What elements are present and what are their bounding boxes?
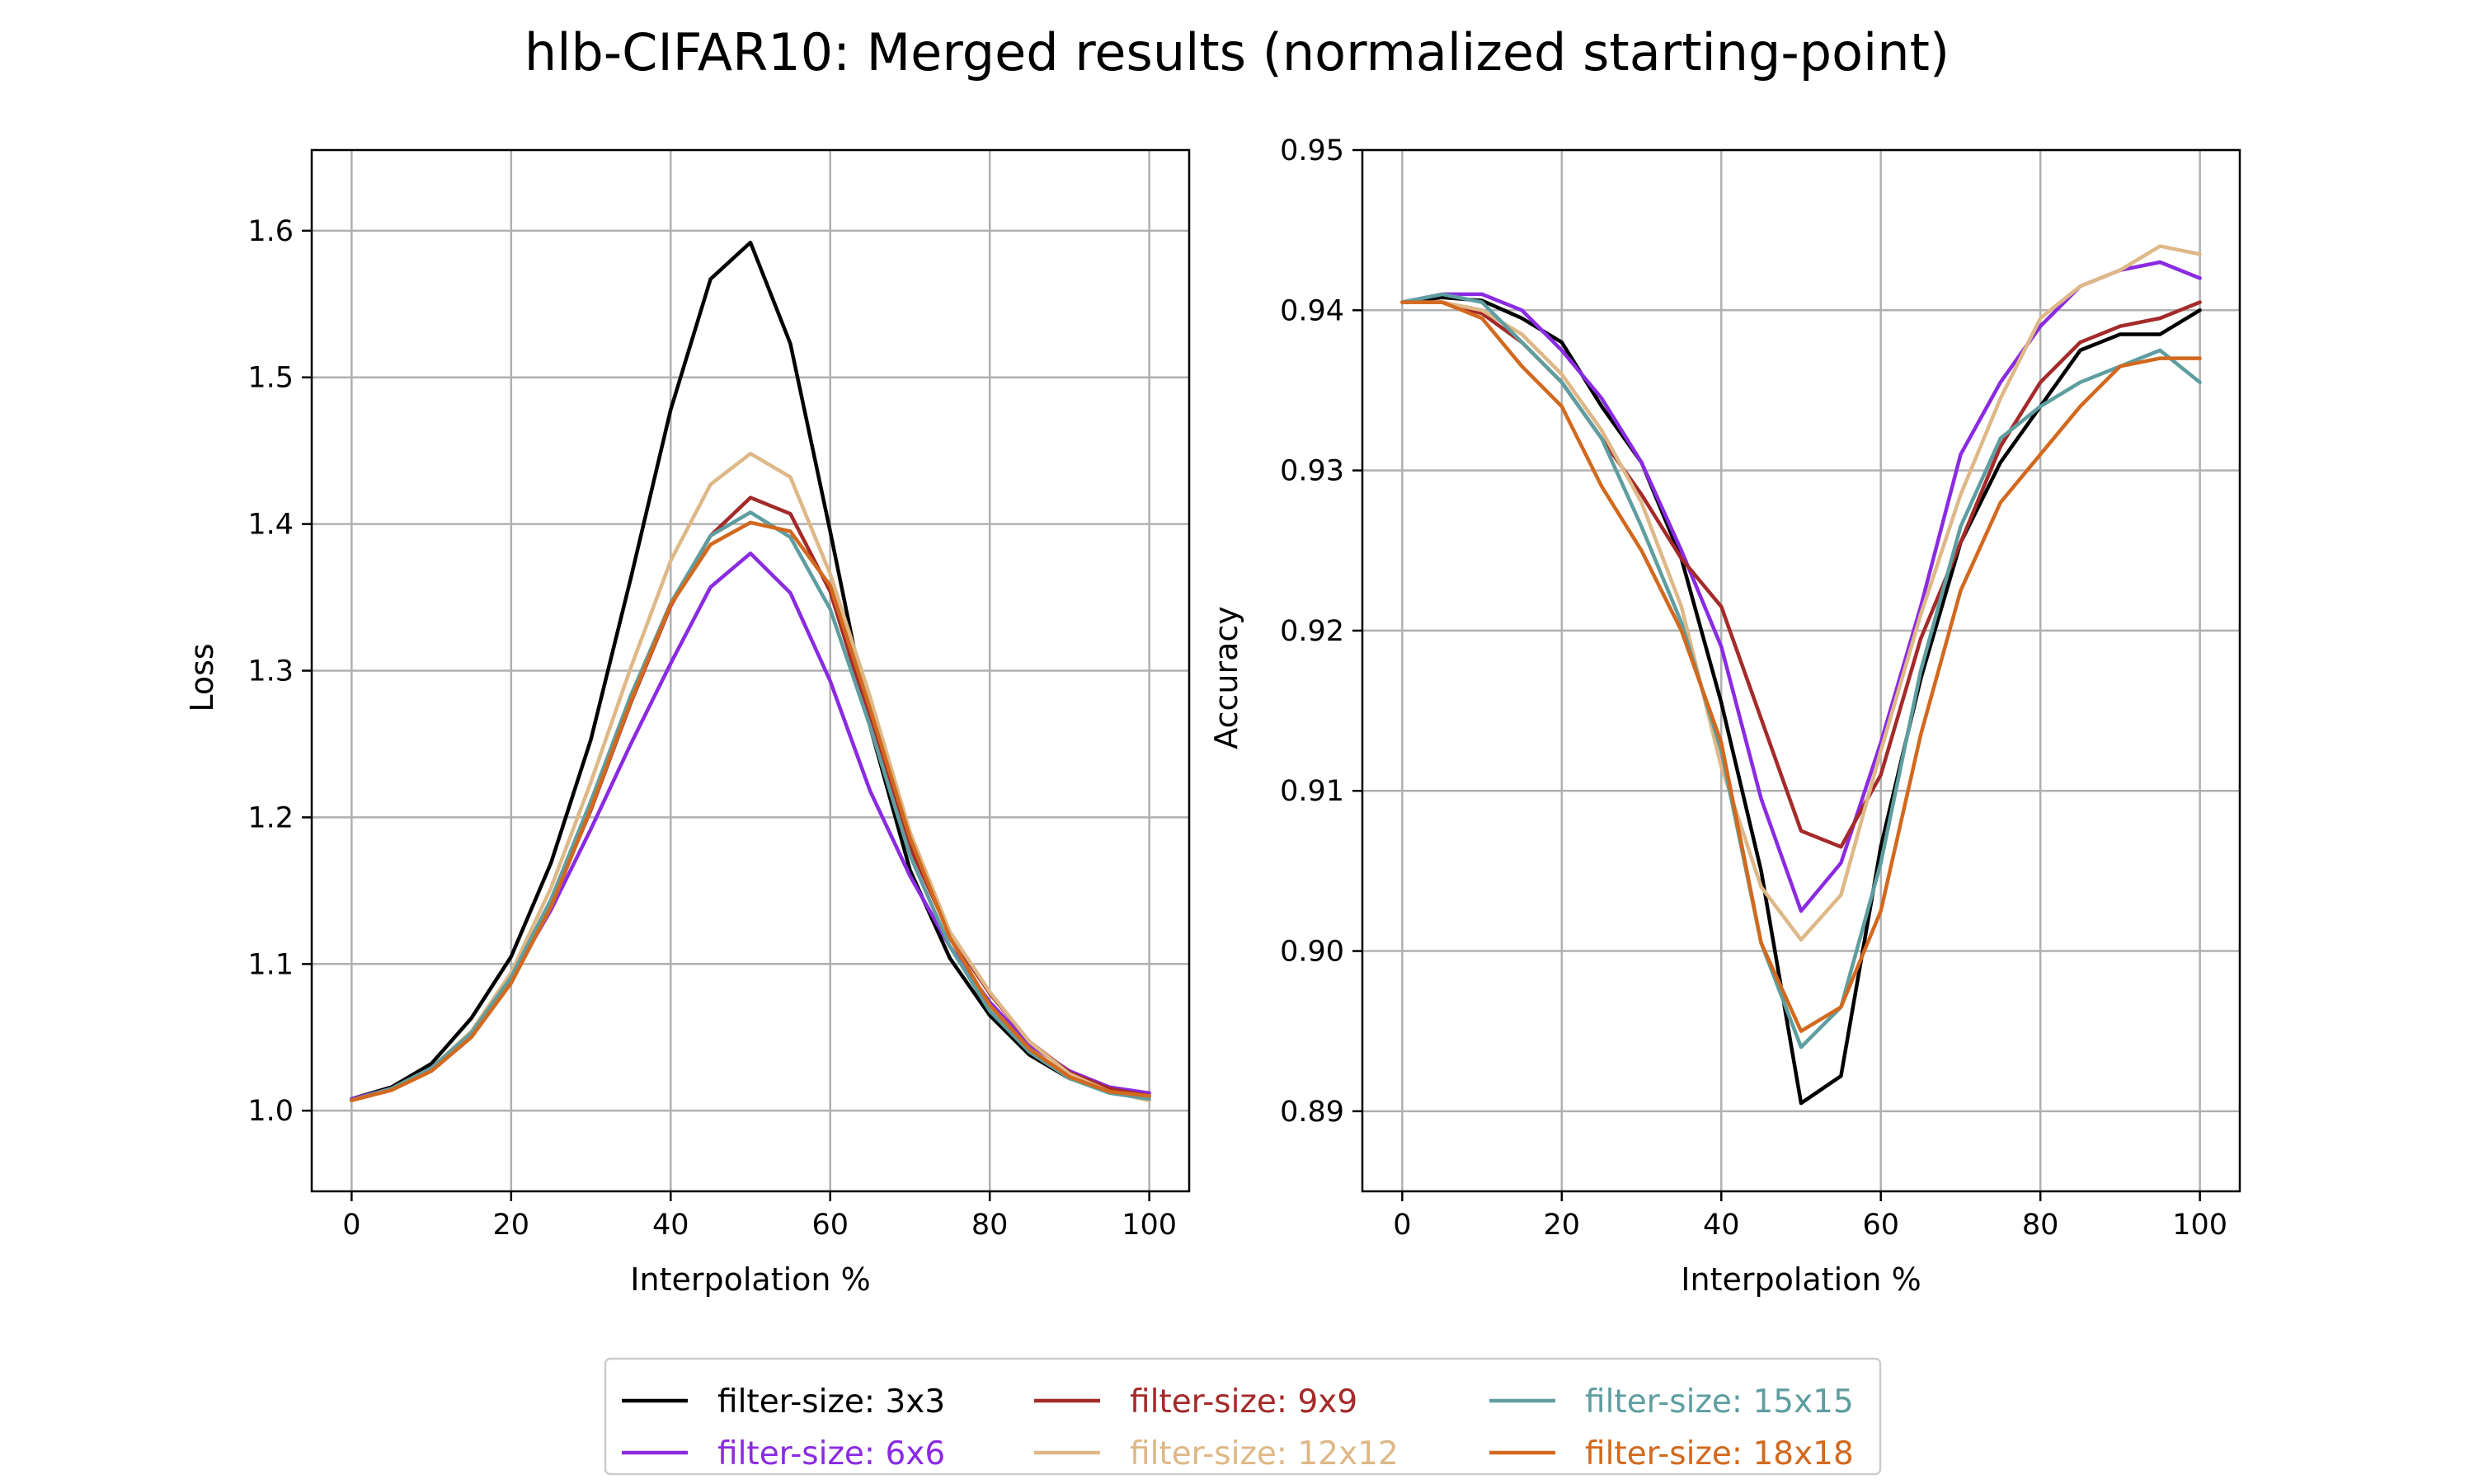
suptitle: hlb-CIFAR10: Merged results (normalized …	[524, 22, 1950, 82]
loss-plot-x-tick-label: 80	[971, 1209, 1009, 1242]
accuracy-plot-x-tick-label: 60	[1862, 1209, 1899, 1242]
loss-plot-y-tick-label: 1.6	[247, 215, 294, 248]
loss-plot-x-tick-label: 100	[1122, 1209, 1177, 1242]
legend-label-filter-size-6x6: filter-size: 6x6	[717, 1435, 945, 1472]
accuracy-plot-x-tick-label: 80	[2022, 1209, 2059, 1242]
accuracy-plot-ticks: 0 20 40 60 80 100 0.89 0.90 0.91 0.92 0.93 0.94 0.95	[1280, 134, 2227, 1242]
legend-label-filter-size-3x3: filter-size: 3x3	[717, 1383, 945, 1421]
loss-plot: 0 20 40 60 80 100 1.0 1.1 1.2 1.3 1.4 1.5 1.6 Interp…	[184, 148, 1191, 1298]
loss-plot-x-tick-label: 40	[652, 1209, 689, 1242]
loss-plot-x-tick-label: 60	[811, 1209, 849, 1242]
accuracy-plot-y-tick-label: 0.90	[1280, 936, 1344, 969]
accuracy-plot-series-lines	[1400, 244, 2202, 1106]
accuracy-plot-x-tick-label: 40	[1703, 1209, 1740, 1242]
legend-label-filter-size-15x15: filter-size: 15x15	[1585, 1383, 1854, 1421]
loss-plot-y-tick-label: 1.0	[247, 1095, 294, 1128]
accuracy-plot-y-tick-label: 0.95	[1280, 134, 1344, 167]
accuracy-plot-y-axis-label: Accuracy	[1208, 606, 1244, 749]
accuracy-plot: 0 20 40 60 80 100 0.89 0.90 0.91 0.92 0.93 0.94 0.95…	[1208, 134, 2241, 1298]
loss-plot-ticks: 0 20 40 60 80 100 1.0 1.1 1.2 1.3 1.4 1.5 1.6	[247, 215, 1177, 1242]
loss-plot-y-tick-label: 1.4	[247, 509, 294, 542]
accuracy-plot-line-filter-size-3x3	[1400, 295, 2202, 1106]
legend: filter-size: 3x3 filter-size: 6x6 filter-s…	[604, 1357, 1882, 1476]
accuracy-plot-y-tick-label: 0.91	[1280, 775, 1344, 808]
accuracy-plot-x-tick-label: 100	[2172, 1209, 2227, 1242]
accuracy-plot-line-filter-size-6x6	[1400, 260, 2202, 913]
loss-plot-y-tick-label: 1.5	[247, 362, 294, 395]
legend-label-filter-size-18x18: filter-size: 18x18	[1585, 1435, 1854, 1472]
loss-plot-y-axis-label: Loss	[184, 643, 220, 711]
accuracy-plot-line-filter-size-15x15	[1400, 292, 2202, 1050]
accuracy-plot-y-tick-label: 0.92	[1280, 615, 1344, 648]
loss-plot-line-filter-size-18x18	[350, 520, 1151, 1102]
loss-plot-x-tick-label: 0	[342, 1209, 360, 1242]
loss-plot-line-filter-size-3x3	[350, 240, 1151, 1101]
accuracy-plot-x-tick-label: 20	[1544, 1209, 1581, 1242]
accuracy-plot-frame	[1361, 148, 2241, 1193]
loss-plot-y-tick-label: 1.3	[247, 655, 294, 688]
loss-plot-y-tick-label: 1.1	[247, 948, 294, 981]
loss-plot-x-axis-label: Interpolation %	[630, 1261, 870, 1298]
accuracy-plot-line-filter-size-18x18	[1400, 300, 2202, 1033]
accuracy-plot-y-tick-label: 0.94	[1280, 294, 1344, 327]
accuracy-plot-x-tick-label: 0	[1393, 1209, 1411, 1242]
loss-plot-x-tick-label: 20	[493, 1209, 530, 1242]
accuracy-plot-line-filter-size-12x12	[1400, 244, 2202, 942]
loss-plot-y-tick-label: 1.2	[247, 801, 294, 834]
accuracy-plot-y-tick-label: 0.89	[1280, 1096, 1344, 1129]
legend-box	[604, 1357, 1882, 1476]
loss-plot-series-lines	[350, 240, 1151, 1102]
loss-plot-line-filter-size-15x15	[350, 510, 1151, 1102]
accuracy-plot-y-tick-label: 0.93	[1280, 455, 1344, 488]
legend-label-filter-size-9x9: filter-size: 9x9	[1130, 1383, 1357, 1421]
legend-label-filter-size-12x12: filter-size: 12x12	[1130, 1435, 1399, 1472]
accuracy-plot-x-axis-label: Interpolation %	[1681, 1261, 1921, 1298]
